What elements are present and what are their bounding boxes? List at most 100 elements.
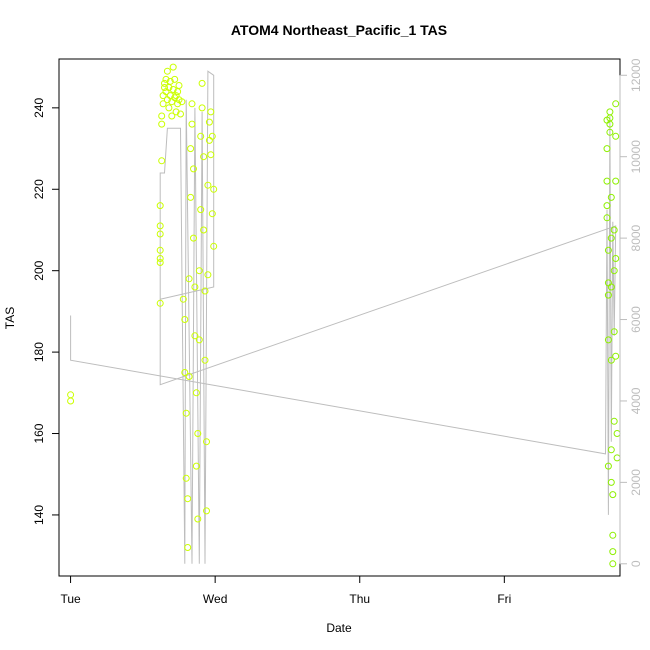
data-point <box>612 100 620 108</box>
y2-tick-label: 12000 <box>629 58 643 92</box>
data-point <box>201 287 209 295</box>
data-point <box>604 336 612 344</box>
data-point <box>156 255 164 262</box>
data-point <box>194 430 202 437</box>
data-point <box>610 267 618 275</box>
data-point <box>612 255 620 262</box>
data-point <box>187 145 195 153</box>
data-point <box>210 185 218 193</box>
x-tick-label: Tue <box>60 592 81 606</box>
data-point <box>158 157 166 165</box>
altitude-line-group <box>70 70 617 564</box>
data-point <box>192 389 200 397</box>
data-point <box>197 206 205 214</box>
data-point <box>612 352 620 360</box>
data-point <box>158 112 166 120</box>
data-point <box>607 234 615 242</box>
y-tick-label: 160 <box>32 423 46 443</box>
data-point <box>613 454 621 462</box>
data-point <box>607 478 615 486</box>
data-point <box>165 104 173 112</box>
data-point <box>609 531 617 539</box>
data-point <box>169 63 177 71</box>
data-point <box>210 242 218 250</box>
data-point <box>612 177 620 185</box>
data-point <box>163 67 171 75</box>
data-point <box>158 120 166 128</box>
data-point <box>603 177 611 185</box>
data-point <box>177 110 184 118</box>
data-point <box>610 417 618 425</box>
data-point <box>198 104 206 112</box>
data-point <box>197 132 205 140</box>
data-point <box>603 202 611 210</box>
data-point <box>609 548 617 556</box>
data-point <box>181 369 189 376</box>
data-point <box>156 259 164 266</box>
data-point <box>166 77 174 85</box>
y2-tick-label: 8000 <box>629 224 643 251</box>
x-tick-label: Wed <box>203 592 227 606</box>
points-group <box>67 63 621 568</box>
data-point <box>156 202 164 210</box>
data-point <box>190 234 197 242</box>
data-point <box>607 356 615 364</box>
data-point <box>603 145 611 153</box>
data-point <box>609 560 617 568</box>
data-point <box>607 193 615 201</box>
data-point <box>181 316 189 323</box>
data-point <box>67 391 75 399</box>
chart-title: ATOM4 Northeast_Pacific_1 TAS <box>231 22 447 38</box>
data-point <box>191 332 199 340</box>
data-point <box>179 295 187 303</box>
data-point <box>200 153 208 161</box>
data-point <box>203 507 210 515</box>
data-point <box>204 271 212 279</box>
altitude-line <box>70 70 617 564</box>
data-point <box>174 100 182 108</box>
y-tick-label: 140 <box>32 505 46 525</box>
data-point <box>607 283 615 291</box>
y-tick-label: 180 <box>32 342 46 362</box>
data-point <box>182 474 190 482</box>
y-tick-label: 240 <box>32 98 46 118</box>
data-point <box>169 86 177 93</box>
data-point <box>609 491 617 499</box>
y2-tick-label: 0 <box>629 560 643 567</box>
y-axis-right: 0 2000 4000 6000 8000 10000 12000 <box>619 58 643 567</box>
data-point <box>207 108 215 116</box>
data-point <box>184 544 192 551</box>
data-point <box>610 226 618 234</box>
y2-tick-label: 2000 <box>629 469 643 496</box>
data-point <box>201 356 209 364</box>
x-tick-label: Fri <box>497 592 511 606</box>
y2-tick-label: 10000 <box>629 140 643 174</box>
data-point <box>161 84 168 91</box>
data-point <box>612 132 620 140</box>
data-point <box>162 75 170 83</box>
data-point <box>195 267 203 275</box>
x-axis-label: Date <box>326 621 352 635</box>
data-point <box>156 222 164 230</box>
y-tick-label: 220 <box>32 179 46 199</box>
data-point <box>204 181 212 189</box>
data-point <box>604 462 612 470</box>
data-point <box>208 132 216 140</box>
data-point <box>205 118 213 126</box>
data-point <box>67 397 75 405</box>
data-point <box>182 409 190 417</box>
data-point <box>203 438 210 446</box>
data-point <box>156 299 164 307</box>
y-axis-label: TAS <box>3 307 17 329</box>
data-point <box>172 108 180 116</box>
data-point <box>607 446 615 454</box>
x-tick-label: Thu <box>349 592 370 606</box>
data-point <box>191 283 199 291</box>
data-point <box>192 462 200 470</box>
data-point <box>194 515 202 523</box>
data-point <box>188 120 196 128</box>
data-point <box>208 210 216 218</box>
data-point <box>159 100 167 108</box>
x-axis: Tue Wed Thu Fri <box>60 575 511 606</box>
data-point <box>606 128 614 136</box>
